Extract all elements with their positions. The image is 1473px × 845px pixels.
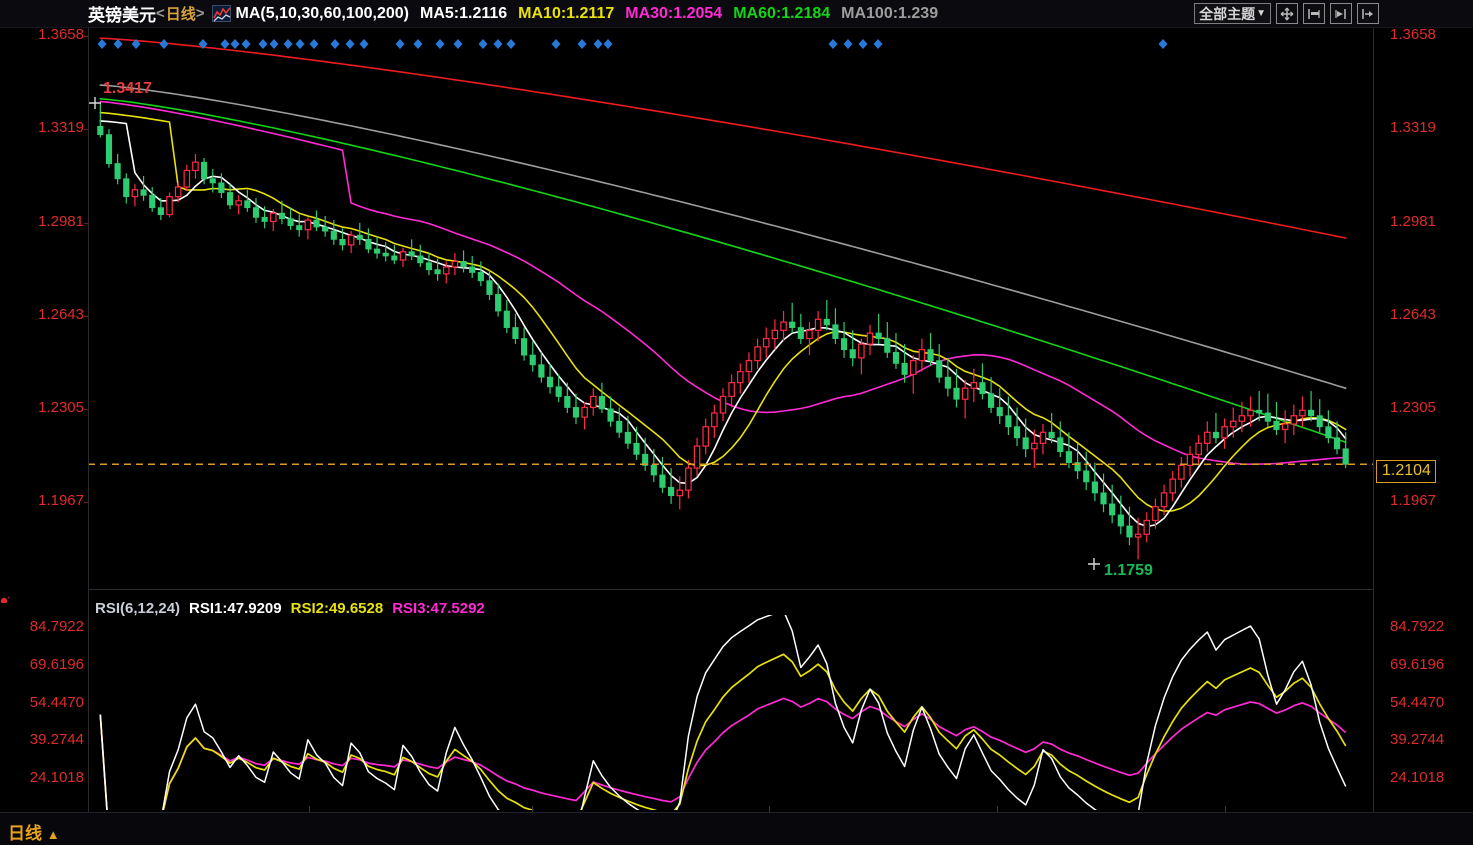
- chevron-down-icon: ▼: [1256, 7, 1266, 19]
- period-bracket-open: <: [156, 5, 165, 22]
- time-axis-tick: [309, 806, 310, 813]
- time-axis-tick: [997, 806, 998, 813]
- low-marker-crosshair-icon: [1088, 558, 1100, 570]
- symbol-name: 英镑美元: [88, 6, 156, 25]
- rsi3-value: RSI3:47.5292: [392, 599, 485, 617]
- price-axis-label-right: 1.2981: [1390, 212, 1436, 230]
- chart-expand-icon[interactable]: [1357, 3, 1379, 24]
- footer-period-selector[interactable]: 日线 ▲: [8, 819, 60, 844]
- period-low-annotation: 1.1759: [1104, 562, 1153, 579]
- rsi-axis-label-left: 24.1018: [29, 769, 84, 786]
- price-axis-label-right: 1.3658: [1390, 26, 1436, 43]
- period-bracket-close: >: [195, 5, 205, 22]
- chart-header-info: 英镑美元 < 日线 > MA(5,10,30,60,100,200) MA5:1…: [0, 1, 949, 26]
- rsi-alert-dot-icon[interactable]: [0, 594, 9, 603]
- rsi-chart-canvas[interactable]: [88, 609, 1373, 840]
- period-high-annotation: 1.3417: [103, 80, 152, 97]
- left-axis-divider: [88, 28, 89, 812]
- chart-left-align-icon[interactable]: [1303, 3, 1325, 24]
- price-axis-label-left: 1.2643: [38, 305, 84, 323]
- chart-right-align-icon[interactable]: [1330, 3, 1352, 24]
- ma100-value: MA100:1.239: [841, 4, 939, 22]
- time-axis-tick: [532, 806, 533, 813]
- ma-parameters: MA(5,10,30,60,100,200): [235, 4, 409, 22]
- price-axis-label-left: 1.1967: [38, 492, 84, 509]
- period-label: 日线: [165, 6, 196, 23]
- footer-period-label: 日线: [8, 824, 42, 843]
- ma60-value: MA60:1.2184: [733, 4, 831, 22]
- axis-tick: [84, 36, 89, 37]
- rsi-axis-label-left: 54.4470: [29, 693, 84, 711]
- price-axis-label-left: 1.3319: [38, 119, 84, 137]
- axis-tick: [84, 129, 89, 131]
- rsi-axis-label-left: 84.7922: [29, 618, 84, 635]
- rsi-axis-label-right: 39.2744: [1390, 731, 1445, 749]
- axis-tick: [84, 222, 89, 224]
- high-marker-crosshair-icon: [89, 97, 101, 109]
- price-axis-label-right: 1.3319: [1390, 119, 1436, 137]
- axis-tick: [84, 408, 89, 410]
- theme-dropdown-button[interactable]: 全部主题 ▼: [1194, 3, 1271, 24]
- time-axis-tick: [769, 806, 770, 813]
- chart-header-bar: 英镑美元 < 日线 > MA(5,10,30,60,100,200) MA5:1…: [0, 0, 1473, 28]
- price-axis-label-right: 1.2643: [1390, 305, 1436, 323]
- rsi-parameters: RSI(6,12,24): [95, 599, 181, 617]
- line-chart-icon[interactable]: [211, 5, 231, 22]
- rsi-axis-label-left: 39.2744: [29, 731, 84, 749]
- price-chart-canvas[interactable]: [88, 28, 1373, 589]
- ma5-value: MA5:1.2116: [420, 4, 508, 22]
- right-axis-divider: [1373, 28, 1374, 812]
- time-axis-tick: [1225, 806, 1226, 813]
- crosshair-move-icon[interactable]: [1276, 3, 1298, 24]
- rsi-axis-label-right: 69.6196: [1390, 655, 1445, 673]
- theme-dropdown-label: 全部主题: [1199, 5, 1256, 22]
- price-axis-label-left: 1.2981: [38, 212, 84, 230]
- chart-footer-bar: 日线 ▲: [0, 812, 1473, 845]
- axis-tick: [84, 315, 89, 317]
- price-axis-label-left: 1.3658: [38, 26, 84, 43]
- panel-divider: [88, 589, 1373, 590]
- rsi-axis-label-right: 84.7922: [1390, 618, 1445, 635]
- current-price-tag[interactable]: 1.2104: [1376, 460, 1436, 483]
- price-axis-label-left: 1.2305: [38, 398, 84, 416]
- ma10-value: MA10:1.2117: [518, 4, 615, 22]
- price-axis-label-right: 1.2305: [1390, 398, 1436, 416]
- triangle-up-icon: ▲: [46, 827, 60, 842]
- price-chart-panel[interactable]: [88, 28, 1373, 589]
- rsi-chart-panel[interactable]: [88, 609, 1373, 840]
- rsi2-value: RSI2:49.6528: [290, 599, 384, 617]
- axis-tick: [84, 502, 89, 503]
- chart-header-toolbar: 全部主题 ▼: [1194, 3, 1379, 24]
- rsi1-value: RSI1:47.9209: [189, 599, 282, 617]
- rsi-axis-label-right: 54.4470: [1390, 693, 1445, 711]
- rsi-axis-label-left: 69.6196: [29, 655, 84, 673]
- rsi-axis-label-right: 24.1018: [1390, 769, 1445, 786]
- ma30-value: MA30:1.2054: [625, 4, 723, 22]
- rsi-header: RSI(6,12,24) RSI1:47.9209 RSI2:49.6528 R…: [95, 598, 494, 618]
- price-axis-label-right: 1.1967: [1390, 492, 1436, 509]
